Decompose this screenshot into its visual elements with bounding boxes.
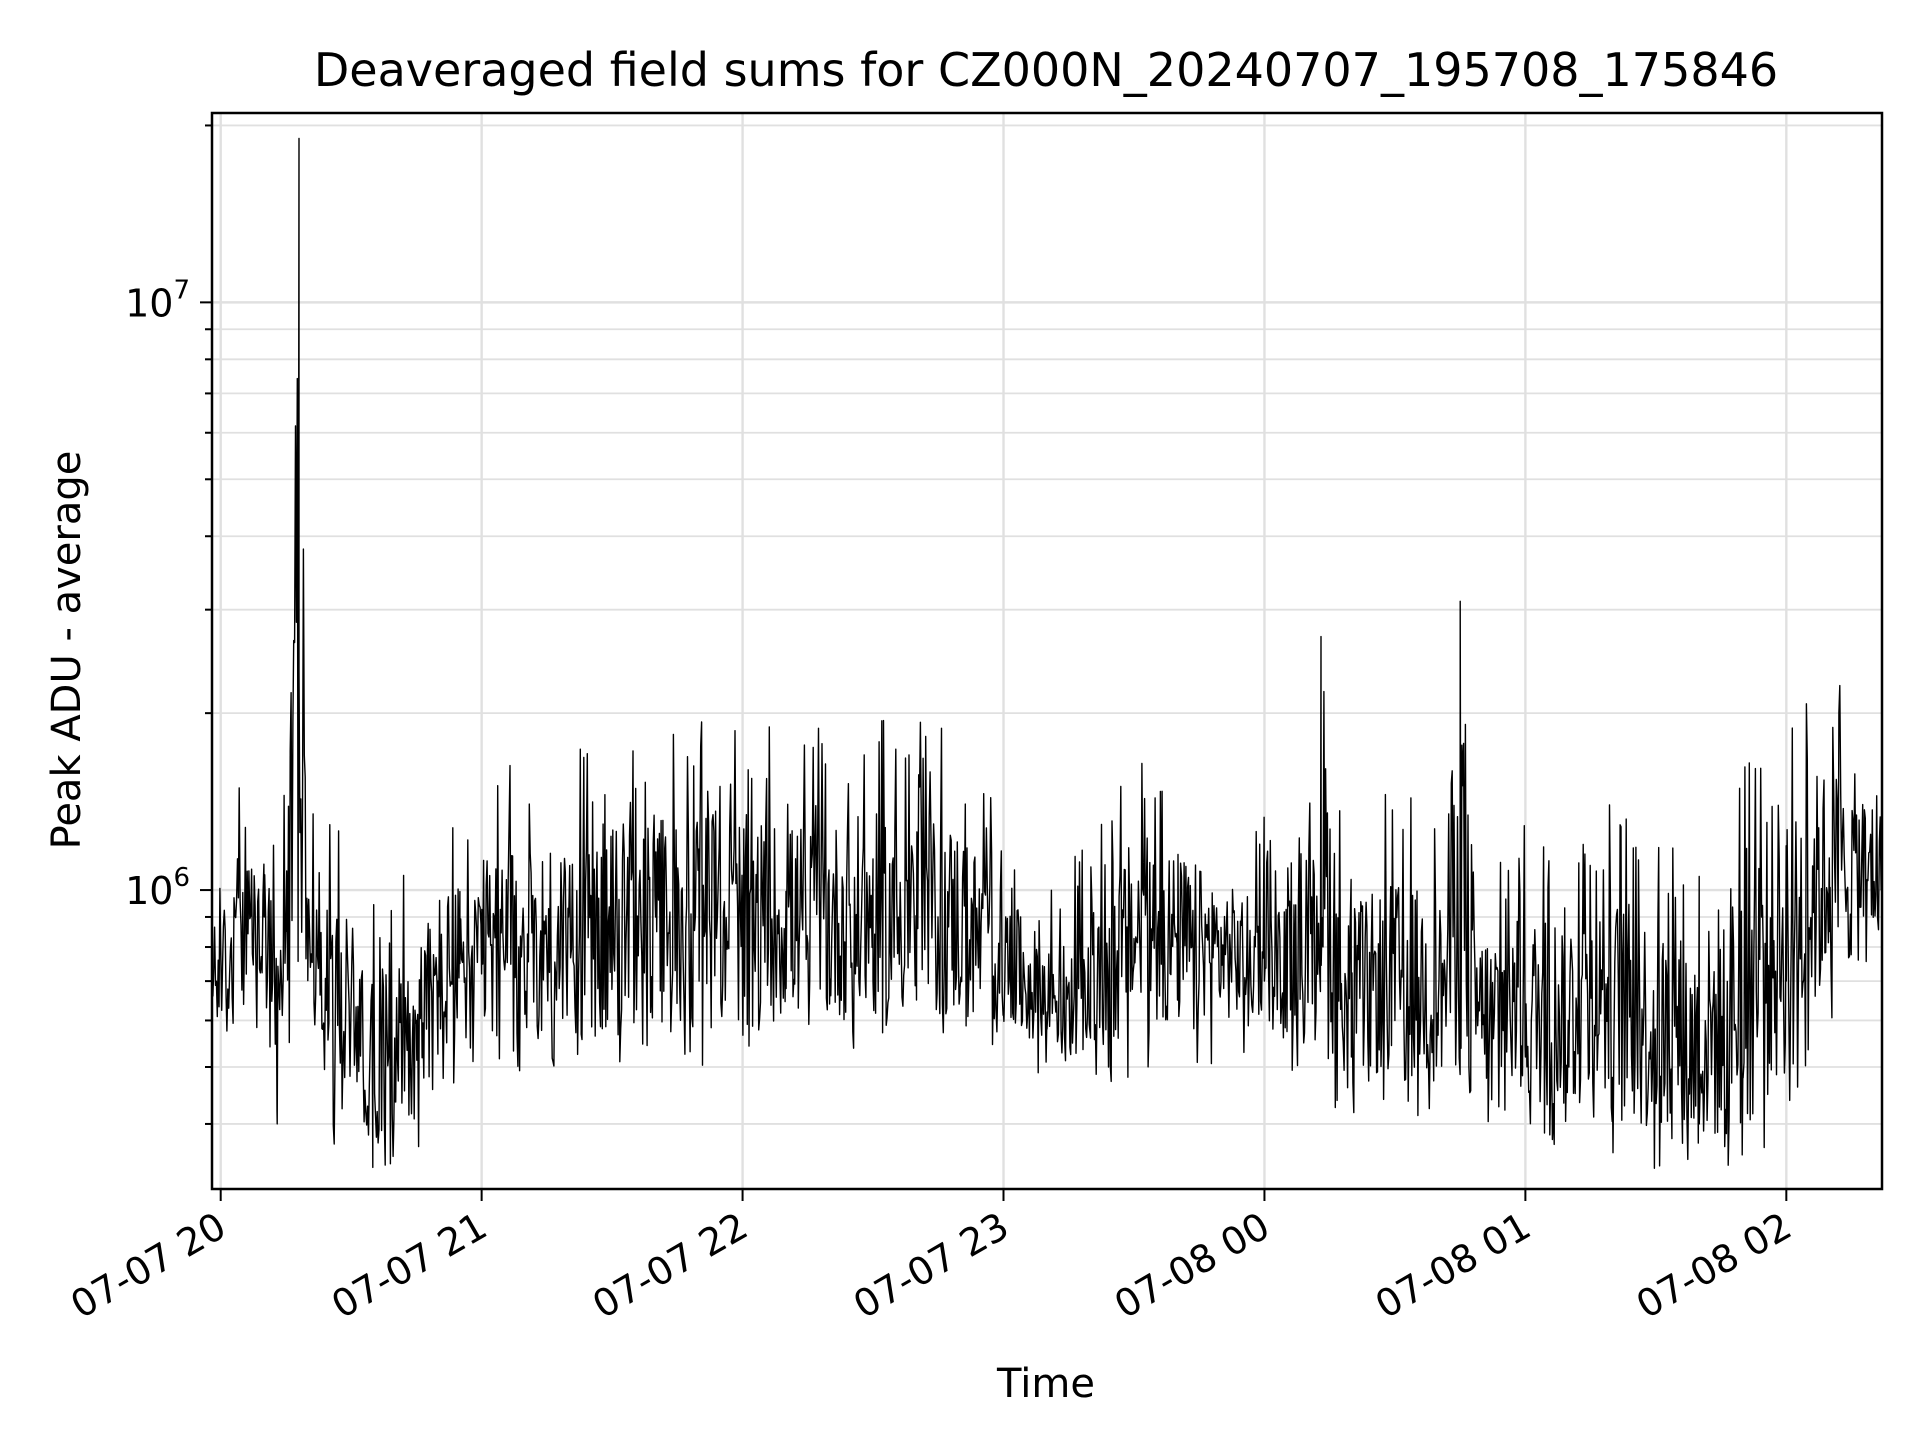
y-tick-exponent: 7 — [173, 275, 190, 305]
series-line — [211, 137, 1883, 1169]
y-tick-label: 107 — [125, 275, 190, 325]
y-tick-base: 10 — [125, 281, 173, 325]
chart-title: Deaveraged field sums for CZ000N_2024070… — [314, 43, 1778, 97]
y-tick-base: 10 — [125, 869, 173, 913]
y-axis-label: Peak ADU - average — [44, 451, 90, 850]
y-tick-label: 106 — [125, 863, 190, 913]
y-tick-exponent: 6 — [173, 863, 190, 893]
x-axis-label: Time — [996, 1361, 1095, 1407]
plot-frame — [210, 111, 1884, 1191]
data-series — [211, 137, 1883, 1169]
